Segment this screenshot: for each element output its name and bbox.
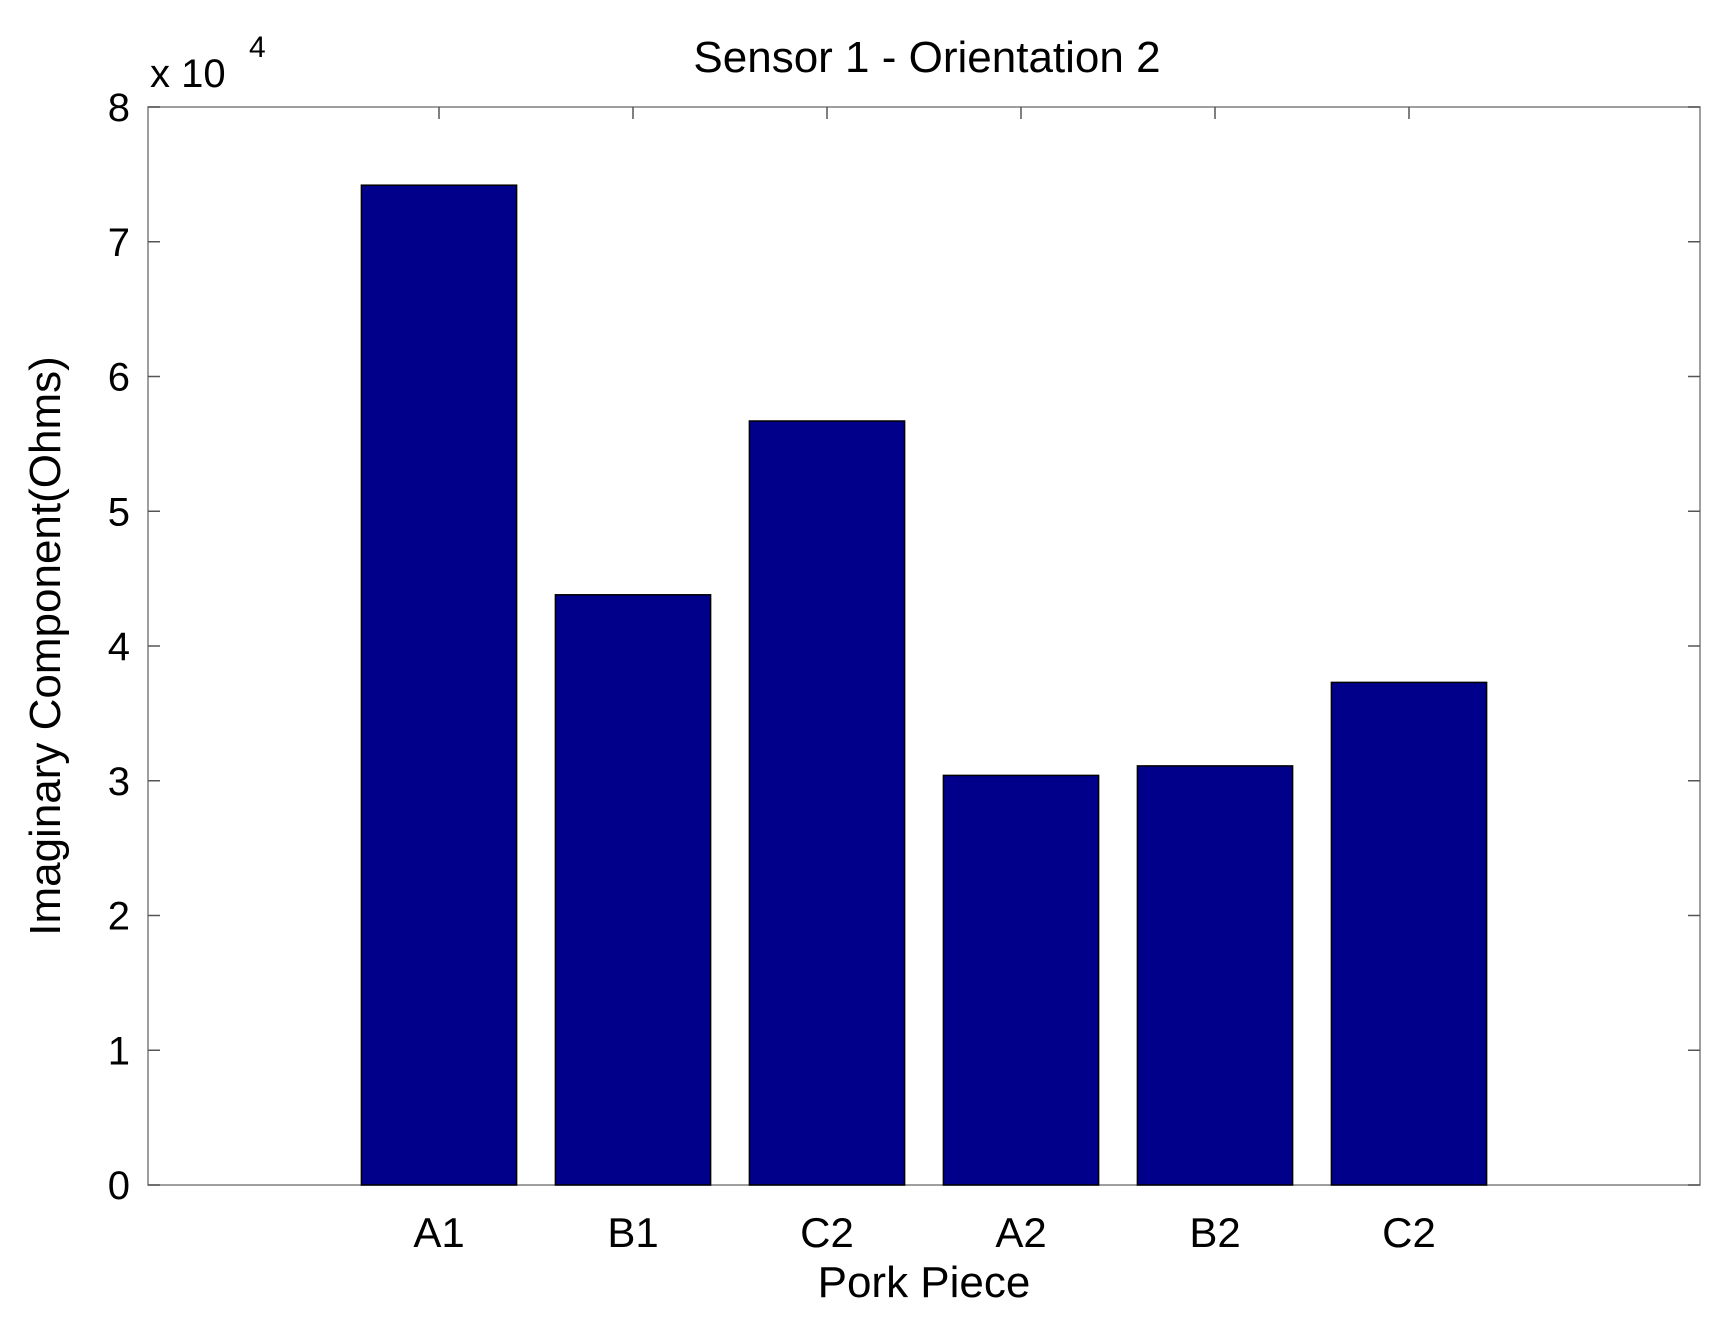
y-tick-label: 0 xyxy=(108,1164,130,1208)
y-tick-label: 1 xyxy=(108,1029,130,1073)
y-tick-label: 3 xyxy=(108,760,130,804)
x-tick-label-c2-5: C2 xyxy=(1382,1209,1436,1256)
x-tick-label-a2-3: A2 xyxy=(995,1209,1046,1256)
x-tick-label-a1-0: A1 xyxy=(413,1209,464,1256)
y-tick-label: 7 xyxy=(108,221,130,265)
x-tick-label-c2-2: C2 xyxy=(800,1209,854,1256)
bars-group xyxy=(360,184,1488,1186)
y-axis-exponent: x 10 4 xyxy=(150,31,266,96)
y-exponent-base: x 10 xyxy=(150,52,226,96)
plot-area: 0 1 2 3 4 5 6 7 8 A1 B1 C2 A2 B2 C2 xyxy=(108,86,1701,1256)
chart-title: Sensor 1 - Orientation 2 xyxy=(693,33,1160,82)
x-tick-label-b1-1: B1 xyxy=(607,1209,658,1256)
y-exponent-power: 4 xyxy=(249,31,266,64)
bar-a2-3 xyxy=(942,774,1100,1186)
y-axis-label: Imaginary Component(Ohms) xyxy=(21,356,70,936)
x-axis-label: Pork Piece xyxy=(818,1258,1031,1307)
y-tick-label: 8 xyxy=(108,86,130,130)
y-tick-label: 5 xyxy=(108,490,130,534)
x-ticks-group: A1 B1 C2 A2 B2 C2 xyxy=(413,107,1436,1256)
bar-c2-2 xyxy=(748,420,906,1186)
y-ticks-group: 0 1 2 3 4 5 6 7 8 xyxy=(108,86,1700,1208)
bar-b2-4 xyxy=(1136,765,1294,1186)
bar-c2-5 xyxy=(1330,681,1488,1186)
bar-a1-0 xyxy=(360,184,518,1186)
y-tick-label: 4 xyxy=(108,625,130,669)
bar-b1-1 xyxy=(554,594,712,1186)
x-tick-label-b2-4: B2 xyxy=(1189,1209,1240,1256)
y-tick-label: 6 xyxy=(108,356,130,400)
y-tick-label: 2 xyxy=(108,895,130,939)
